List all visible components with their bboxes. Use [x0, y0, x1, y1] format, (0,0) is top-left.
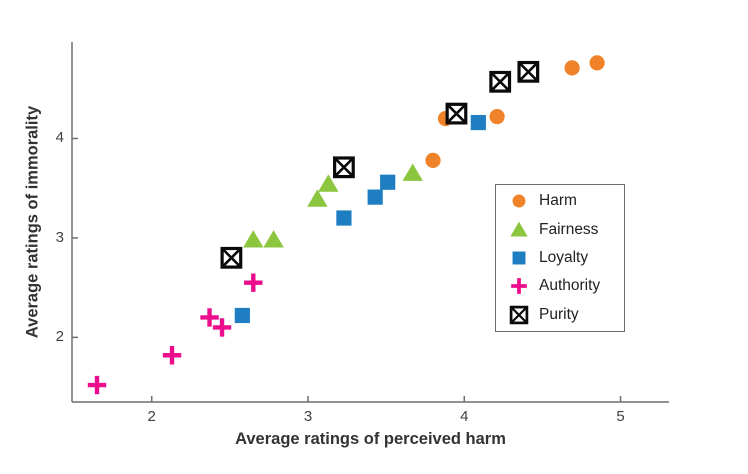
data-point-authority — [162, 346, 182, 365]
legend-item-fairness: Fairness — [506, 215, 624, 243]
data-point-fairness — [307, 189, 328, 207]
y-axis-label: Average ratings of immorality — [23, 105, 42, 339]
legend-box: Harm Fairness Loyalty Authority Purity — [495, 184, 625, 332]
legend-item-authority: Authority — [506, 272, 624, 300]
square-x-marker-icon — [506, 303, 532, 327]
data-point-harm — [489, 108, 505, 125]
legend-label: Authority — [539, 277, 601, 295]
plus-marker-icon — [506, 274, 532, 298]
x-tick-label: 3 — [303, 408, 313, 425]
data-point-loyalty — [336, 210, 352, 226]
triangle-legend-glyph — [510, 221, 528, 237]
legend-label: Fairness — [539, 220, 599, 238]
legend-item-loyalty: Loyalty — [506, 244, 624, 272]
data-point-authority — [200, 308, 219, 327]
data-point-loyalty — [380, 174, 396, 190]
data-point-authority — [244, 273, 263, 292]
x-tick-label: 2 — [147, 408, 156, 425]
data-point-fairness — [318, 174, 339, 192]
data-point-harm — [589, 55, 605, 71]
y-tick-label: 3 — [55, 228, 64, 246]
data-point-harm — [564, 60, 580, 76]
data-point-loyalty — [367, 189, 383, 205]
square-legend-glyph — [512, 251, 526, 265]
data-point-purity — [489, 70, 512, 93]
legend-label: Loyalty — [539, 249, 589, 266]
square-marker-icon — [506, 246, 532, 270]
y-tick-label: 4 — [55, 129, 64, 147]
data-point-purity — [517, 60, 540, 83]
data-point-harm — [425, 152, 441, 168]
x-axis-label: Average ratings of perceived harm — [235, 430, 506, 448]
legend-item-harm: Harm — [506, 187, 624, 215]
data-point-purity — [445, 102, 468, 125]
data-point-authority — [212, 318, 232, 337]
x-tick-label: 4 — [460, 408, 469, 425]
legend-label: Purity — [539, 305, 579, 323]
data-point-authority — [87, 375, 107, 395]
legend-item-purity: Purity — [506, 301, 624, 329]
legend-label: Harm — [539, 192, 577, 210]
circle-marker-icon — [506, 189, 532, 213]
data-point-fairness — [243, 230, 264, 248]
x-tick-label: 5 — [616, 408, 625, 425]
data-point-purity — [220, 246, 243, 269]
circle-legend-glyph — [512, 194, 526, 208]
data-point-fairness — [402, 163, 423, 181]
y-tick-label: 2 — [55, 328, 64, 346]
plus-legend-glyph — [511, 278, 527, 295]
triangle-marker-icon — [506, 218, 532, 242]
data-point-purity — [333, 156, 355, 179]
square-x-legend-glyph — [509, 305, 529, 325]
data-point-loyalty — [234, 307, 250, 324]
data-point-loyalty — [470, 114, 486, 131]
data-point-fairness — [263, 230, 284, 248]
